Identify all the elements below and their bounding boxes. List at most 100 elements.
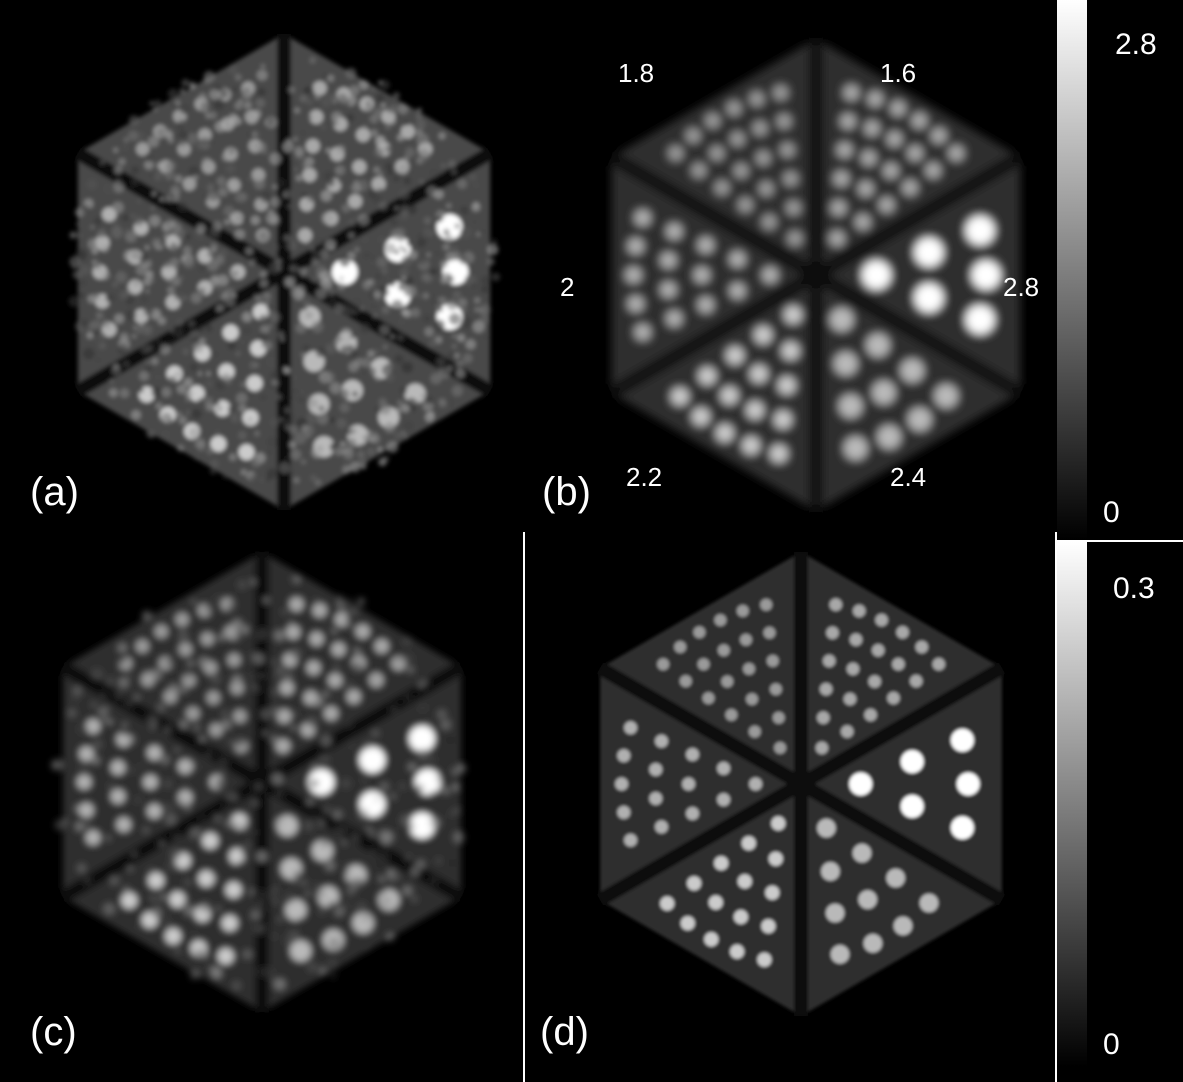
noise-speck: [165, 813, 177, 826]
hot-rod: [708, 895, 723, 910]
hot-rod: [221, 915, 238, 932]
noise-speck: [300, 459, 307, 465]
noise-speck: [151, 908, 163, 919]
noise-speck: [359, 80, 369, 90]
hot-rod: [742, 436, 760, 455]
noise-speck: [440, 719, 451, 730]
hot-rod: [679, 675, 692, 688]
hot-rod: [715, 424, 734, 442]
hot-rod: [726, 100, 742, 116]
noise-speck: [188, 320, 196, 328]
noise-speck: [458, 254, 469, 265]
noise-speck: [306, 798, 314, 806]
noise-speck: [206, 752, 211, 757]
hot-rod: [686, 807, 699, 820]
hot-rod: [769, 444, 788, 463]
sector-divider: [596, 777, 805, 907]
noise-speck: [170, 275, 181, 287]
noise-speck: [457, 334, 465, 342]
noise-speck: [445, 735, 455, 745]
panel-d: (d): [525, 532, 1055, 1082]
noise-speck: [238, 634, 244, 640]
hot-rod: [697, 296, 714, 313]
noise-speck: [332, 98, 338, 104]
noise-speck: [379, 324, 390, 336]
hot-rod: [229, 848, 245, 865]
noise-speck: [118, 158, 126, 166]
noise-speck: [435, 336, 442, 344]
noise-speck: [352, 177, 358, 183]
noise-speck: [368, 254, 379, 266]
noise-speck: [286, 742, 292, 748]
noise-speck: [322, 690, 329, 697]
noise-speck: [297, 917, 303, 923]
noise-speck: [54, 819, 66, 831]
hot-rod: [857, 180, 874, 197]
noise-speck: [259, 394, 267, 401]
noise-speck: [307, 115, 312, 121]
colorbar-top: 2.8 0: [1057, 0, 1183, 540]
noise-speck: [182, 782, 188, 788]
noise-speck: [390, 706, 397, 712]
noise-speck: [344, 302, 350, 308]
noise-speck: [237, 820, 247, 831]
noise-speck: [133, 325, 138, 330]
noise-speck: [159, 841, 165, 847]
hot-rod: [726, 346, 744, 365]
noise-speck: [259, 271, 268, 279]
noise-speck: [192, 341, 204, 353]
noise-speck: [385, 243, 396, 254]
noise-speck: [94, 216, 103, 225]
noise-speck: [461, 316, 474, 329]
noise-speck: [197, 371, 203, 376]
noise-speck: [174, 371, 181, 378]
noise-speck: [160, 755, 170, 765]
noise-speck: [212, 351, 219, 358]
noise-speck: [178, 631, 189, 643]
noise-speck: [458, 764, 467, 773]
noise-speck: [151, 357, 159, 365]
hot-rod: [230, 681, 244, 695]
colorbar-top-min: 0: [1103, 496, 1120, 529]
noise-speck: [437, 709, 447, 719]
noise-speck: [250, 579, 256, 585]
hot-rod: [776, 113, 792, 129]
noise-speck: [451, 333, 457, 339]
noise-speck: [122, 214, 129, 222]
hot-rod: [200, 632, 215, 646]
noise-speck: [112, 281, 118, 288]
noise-speck: [254, 782, 263, 791]
noise-speck: [309, 245, 316, 252]
noise-speck: [401, 361, 414, 374]
noise-speck: [278, 417, 284, 422]
noise-speck: [288, 424, 298, 435]
colorbar-bottom-max: 0.3: [1113, 572, 1155, 605]
noise-speck: [67, 708, 77, 718]
hot-rod: [634, 324, 651, 341]
sector-divider: [258, 660, 465, 789]
noise-speck: [119, 388, 130, 399]
noise-speck: [114, 313, 125, 324]
noise-speck: [373, 290, 382, 299]
noise-speck: [459, 206, 469, 215]
noise-speck: [253, 922, 266, 934]
noise-speck: [301, 344, 311, 354]
noise-speck: [416, 133, 429, 146]
hot-rod: [886, 868, 905, 888]
noise-speck: [214, 121, 226, 133]
noise-speck: [205, 379, 214, 389]
hot-rod: [714, 180, 730, 196]
hot-rod: [655, 734, 668, 748]
noise-speck: [394, 656, 404, 666]
noise-speck: [347, 251, 356, 260]
noise-speck: [451, 767, 460, 776]
noise-speck: [315, 479, 322, 486]
noise-speck: [359, 306, 365, 312]
hot-rod: [829, 230, 845, 247]
noise-speck: [332, 810, 342, 820]
noise-speck: [345, 616, 351, 622]
noise-speck: [154, 337, 162, 345]
noise-speck: [283, 367, 291, 374]
noise-speck: [320, 124, 326, 130]
noise-speck: [339, 276, 344, 281]
